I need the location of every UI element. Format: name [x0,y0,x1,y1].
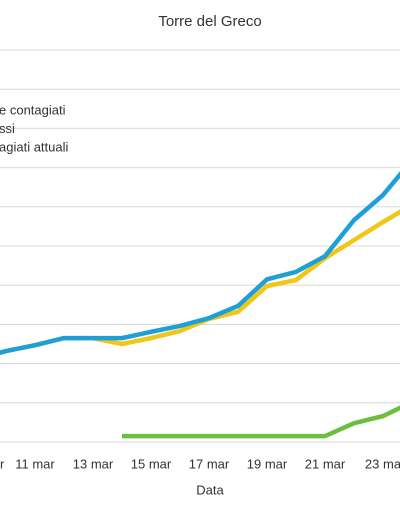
x-tick-label: 11 mar [15,456,55,471]
x-axis-label: Data [196,482,224,497]
series-line [122,405,400,439]
legend-label: e contagiati [0,102,66,117]
legend-label: agiati attuali [0,139,68,154]
chart-title: Torre del Greco [158,13,261,30]
x-tick-label: r [0,456,5,471]
x-tick-label: 21 mar [305,456,346,471]
x-tick-label: 13 mar [73,456,114,471]
legend-label: ssi [0,121,15,136]
x-tick-label: 19 mar [247,456,288,471]
series-line [0,209,400,356]
x-tick-label: 15 mar [131,456,172,471]
x-tick-label: 23 ma [365,456,400,471]
series-line [0,171,400,356]
x-tick-label: 17 mar [189,456,230,471]
